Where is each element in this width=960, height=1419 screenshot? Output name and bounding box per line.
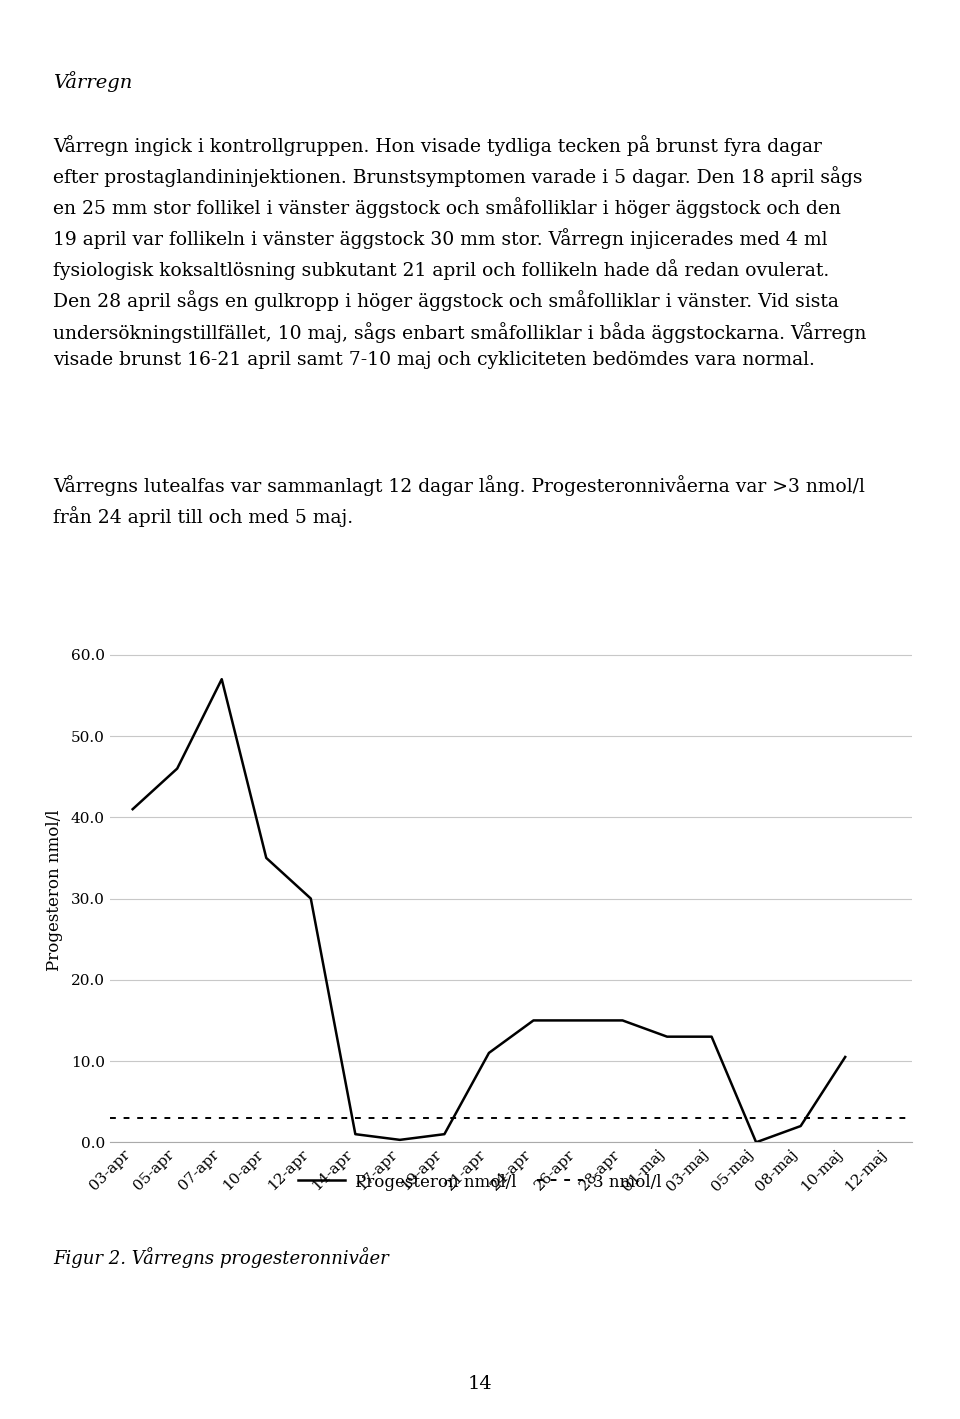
Text: Vårregns lutealfas var sammanlagt 12 dagar lång. Progesteronnivåerna var >3 nmol: Vårregns lutealfas var sammanlagt 12 dag… bbox=[53, 475, 865, 528]
Text: 14: 14 bbox=[468, 1375, 492, 1392]
Text: Vårregn ingick i kontrollgruppen. Hon visade tydliga tecken på brunst fyra dagar: Vårregn ingick i kontrollgruppen. Hon vi… bbox=[53, 135, 866, 369]
Text: Vårregn: Vårregn bbox=[53, 71, 132, 92]
Text: Figur 2. Vårregns progesteronnivåer: Figur 2. Vårregns progesteronnivåer bbox=[53, 1247, 389, 1267]
Legend: Progesteron nmol/l, 3 nmol/l: Progesteron nmol/l, 3 nmol/l bbox=[299, 1174, 661, 1191]
Y-axis label: Progesteron nmol/l: Progesteron nmol/l bbox=[45, 810, 62, 971]
